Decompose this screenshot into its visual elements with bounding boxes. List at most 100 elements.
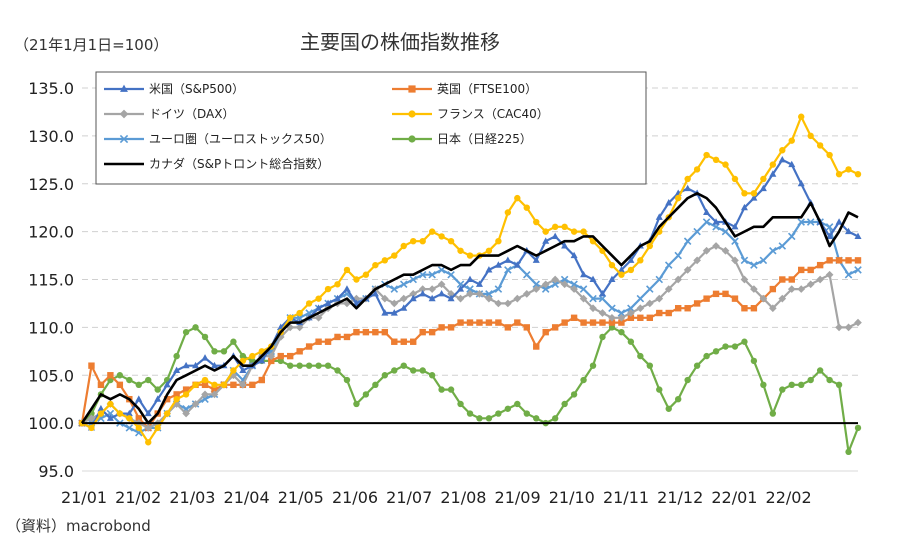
series-point (542, 237, 550, 244)
series-point (825, 270, 834, 279)
series-point (353, 400, 360, 408)
series-point (768, 304, 777, 313)
series-point (466, 285, 474, 293)
series-point (835, 323, 843, 332)
series-point (456, 294, 465, 303)
series-point (618, 328, 625, 336)
series-point (144, 409, 152, 417)
series-point (485, 247, 493, 254)
series-point (580, 270, 588, 278)
y-tick-label: 125.0 (28, 175, 74, 194)
series-point (239, 380, 247, 389)
series-point (380, 294, 389, 303)
legend-label: カナダ（S&Pトロント総合指数） (149, 156, 329, 171)
series-point (362, 271, 370, 278)
x-tick-label: 21/11 (603, 488, 649, 507)
series-point (343, 285, 351, 292)
legend-label: ドイツ（DAX） (149, 107, 234, 121)
series-point (731, 175, 739, 183)
series-point (807, 376, 814, 384)
series-point (504, 256, 512, 263)
series-point (731, 222, 739, 230)
series-point (778, 155, 786, 163)
y-tick-label: 105.0 (28, 366, 74, 385)
series-point (97, 410, 105, 417)
series-point (410, 338, 417, 345)
x-tick-label: 22/01 (711, 488, 757, 507)
series-point (220, 348, 228, 355)
series-point (125, 409, 133, 417)
series-point (249, 381, 256, 389)
series-point (683, 266, 692, 274)
series-point (466, 410, 474, 417)
series-point (646, 314, 654, 321)
series-point (400, 304, 408, 311)
series-point (674, 251, 682, 260)
series-point (779, 386, 786, 393)
series-point (845, 227, 853, 235)
series-point (419, 367, 426, 374)
series-point (504, 209, 512, 216)
series-point (722, 290, 729, 298)
series-point (703, 295, 710, 302)
series-point (797, 285, 806, 293)
series-point (788, 381, 795, 389)
series-point (116, 372, 124, 379)
series-point (532, 285, 541, 293)
legend-label: フランス（CAC40） (437, 107, 549, 121)
series-point (494, 261, 502, 268)
series-point (722, 343, 729, 350)
series-point (854, 266, 862, 274)
series-point (797, 218, 805, 226)
series-point (438, 386, 445, 393)
legend-item-0: 米国（S&P500） (104, 82, 244, 96)
series-point (154, 386, 161, 393)
series-point (314, 313, 323, 322)
series-point (627, 338, 635, 345)
series-point (438, 324, 445, 331)
series-point (495, 238, 502, 245)
series-point (315, 338, 322, 345)
series-point (684, 175, 691, 183)
series-point (163, 380, 171, 388)
x-tick-label: 21/12 (657, 488, 703, 507)
series-point (485, 415, 493, 422)
series-point (589, 304, 597, 313)
series-point (523, 204, 530, 211)
series-point (533, 218, 540, 226)
series-point (589, 294, 597, 303)
x-axis: 21/01 21/02 21/03 21/04 21/05 21/06 21/07 21/08… (61, 488, 812, 507)
series-point (485, 294, 493, 303)
series-point (504, 266, 512, 274)
series-point (779, 276, 786, 283)
series-point (645, 299, 654, 308)
series-point (741, 305, 748, 312)
series-point (239, 366, 247, 374)
series-point (362, 391, 370, 398)
series-point (674, 395, 682, 403)
series-point (523, 270, 531, 279)
baseline-layer (82, 422, 858, 472)
series-point (371, 290, 379, 297)
series-point (551, 275, 560, 284)
series-point (125, 424, 134, 432)
series-point (495, 319, 502, 326)
series-point (636, 304, 645, 313)
series-point (172, 400, 181, 408)
series-point (816, 275, 824, 284)
series-point (428, 294, 436, 302)
series-point (580, 319, 587, 326)
series-point (514, 319, 521, 326)
series-point (617, 266, 625, 273)
series-point (769, 285, 777, 293)
series-point (589, 362, 597, 369)
series-point (466, 319, 474, 326)
series-point (703, 352, 710, 360)
series-point (107, 372, 114, 379)
legend-box (95, 71, 647, 185)
x-tick-label: 21/08 (440, 488, 486, 507)
series-point (211, 386, 218, 393)
series-point (721, 227, 730, 236)
x-tick-label: 21/10 (549, 488, 595, 507)
